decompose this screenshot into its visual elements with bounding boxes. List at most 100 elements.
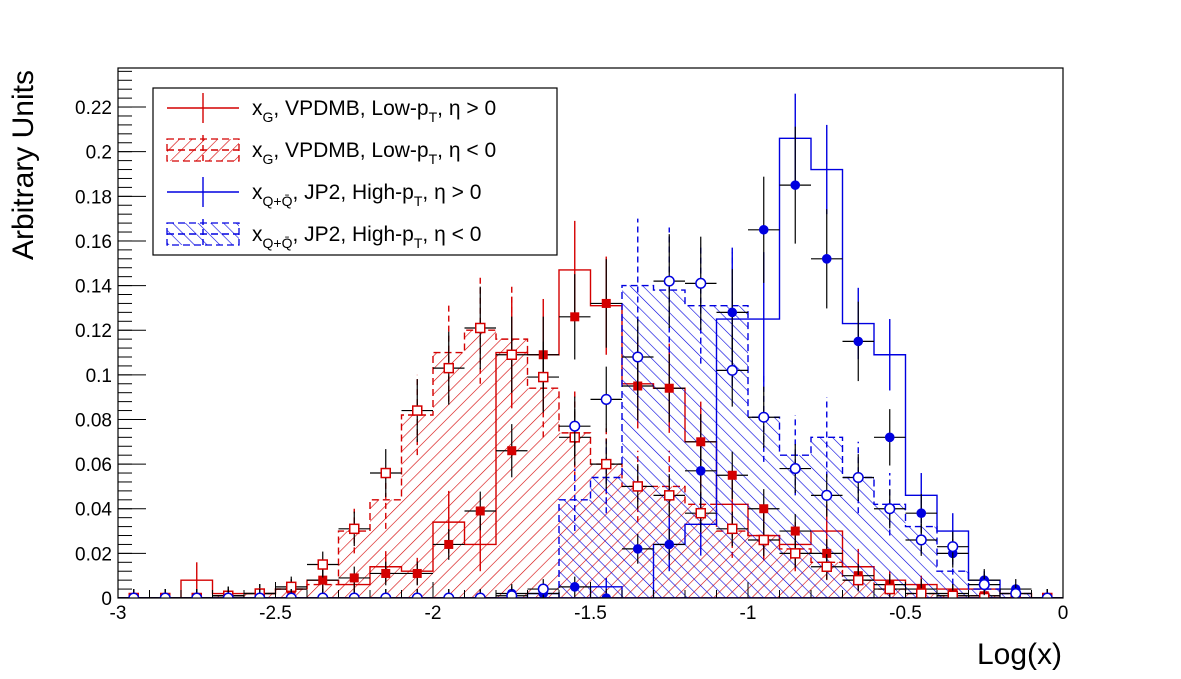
y-tick-label: 0.02 <box>75 544 112 565</box>
data-point <box>411 592 423 598</box>
data-point <box>569 420 581 432</box>
data-point <box>664 539 675 550</box>
x-tick-label: -0.5 <box>889 603 922 624</box>
data-point <box>317 559 328 570</box>
data-point <box>821 253 832 264</box>
data-point <box>380 592 392 598</box>
data-point <box>916 588 927 598</box>
y-tick-label: 0.08 <box>75 410 112 431</box>
data-point <box>601 298 611 308</box>
data-point <box>381 568 391 578</box>
data-point <box>600 393 612 405</box>
data-point <box>570 312 580 322</box>
data-point <box>348 592 360 598</box>
x-axis-title: Log(x) <box>977 638 1062 671</box>
x-tick-label: -1.5 <box>574 603 607 624</box>
data-point <box>884 432 895 443</box>
histogram-outline <box>118 284 1063 598</box>
data-point <box>853 336 864 347</box>
data-point <box>412 405 423 416</box>
data-point <box>790 526 800 536</box>
data-point <box>853 574 864 586</box>
data-point <box>822 548 832 558</box>
legend: xG, VPDMB, Low-pT, η > 0 xG, VPDMB, Low-p… <box>152 87 558 256</box>
y-tick-label: 0.1 <box>86 366 112 387</box>
y-tick-label: 0 <box>101 589 112 610</box>
data-point <box>852 471 864 484</box>
data-point <box>444 539 454 549</box>
legend-label: xQ+Q̄, JP2, High-pT, η > 0 <box>252 181 481 209</box>
points-xq_jp2_neg <box>118 234 1063 598</box>
data-point <box>632 481 643 492</box>
data-point <box>506 590 518 598</box>
data-point <box>884 503 896 515</box>
data-point <box>1041 592 1053 598</box>
legend-entry-xq_jp2_pos: xQ+Q̄, JP2, High-pT, η > 0 <box>167 177 481 209</box>
x-tick-label: 0 <box>1058 603 1069 624</box>
data-point <box>978 579 990 591</box>
data-point <box>632 351 644 363</box>
y-tick-label: 0.12 <box>75 321 112 342</box>
x-tick-label: -1 <box>740 603 757 624</box>
data-point <box>159 592 171 598</box>
data-point <box>790 180 801 190</box>
data-point <box>285 592 297 598</box>
data-point <box>758 411 770 423</box>
data-point <box>412 568 422 578</box>
y-tick-label: 0.2 <box>86 143 112 164</box>
data-point <box>349 573 359 583</box>
data-point <box>632 544 643 554</box>
y-tick-label: 0.18 <box>75 187 112 208</box>
data-point <box>474 592 486 598</box>
data-point <box>727 523 738 535</box>
data-point <box>663 275 675 287</box>
y-tick-label: 0.16 <box>75 232 112 253</box>
data-point <box>380 467 391 479</box>
data-point <box>601 458 612 470</box>
axes-layer: -3 -2.5 -2 -1.5 -1 -0.5 0 0 0.02 0.04 0.06 0.08 0.1 0… <box>75 70 1069 624</box>
data-point <box>318 575 328 585</box>
data-point <box>789 463 801 475</box>
data-point <box>538 371 549 383</box>
y-tick-label: 0.14 <box>75 277 112 298</box>
data-point <box>507 446 517 456</box>
data-point <box>222 592 234 598</box>
data-point <box>317 592 329 598</box>
data-point <box>537 583 549 595</box>
x-tick-label: -2.5 <box>259 603 292 624</box>
legend-entry-xq_jp2_neg: xQ+Q̄, JP2, High-pT, η < 0 <box>166 219 481 251</box>
data-point <box>475 322 486 334</box>
data-point <box>664 490 675 501</box>
data-point <box>821 489 833 501</box>
data-point <box>475 506 485 516</box>
data-point <box>664 383 674 393</box>
y-tick-label: 0.06 <box>75 455 112 476</box>
legend-entry-xg_vpdmb_pos: xG, VPDMB, Low-pT, η > 0 <box>167 93 496 125</box>
data-point <box>254 592 266 598</box>
data-point <box>601 593 612 598</box>
legend-label: xG, VPDMB, Low-pT, η > 0 <box>252 97 496 125</box>
legend-entry-xg_vpdmb_neg: xG, VPDMB, Low-pT, η < 0 <box>166 135 496 167</box>
data-point <box>191 592 203 598</box>
data-point <box>916 508 927 518</box>
data-point <box>884 583 895 595</box>
x-tick-label: -2 <box>425 603 442 624</box>
data-point <box>726 364 738 376</box>
data-point <box>758 224 769 235</box>
data-point <box>695 277 707 289</box>
data-point <box>506 349 517 361</box>
data-point <box>1010 587 1022 598</box>
data-point <box>790 548 801 559</box>
data-point <box>569 582 580 592</box>
data-point <box>695 466 706 476</box>
data-point <box>443 592 455 598</box>
data-point <box>349 523 360 535</box>
points-layer <box>118 126 1063 598</box>
data-point <box>128 592 140 598</box>
data-point <box>915 534 927 546</box>
data-point <box>759 504 769 514</box>
data-point <box>947 541 959 553</box>
x-tick-label: -3 <box>110 603 127 624</box>
data-point <box>443 362 454 374</box>
